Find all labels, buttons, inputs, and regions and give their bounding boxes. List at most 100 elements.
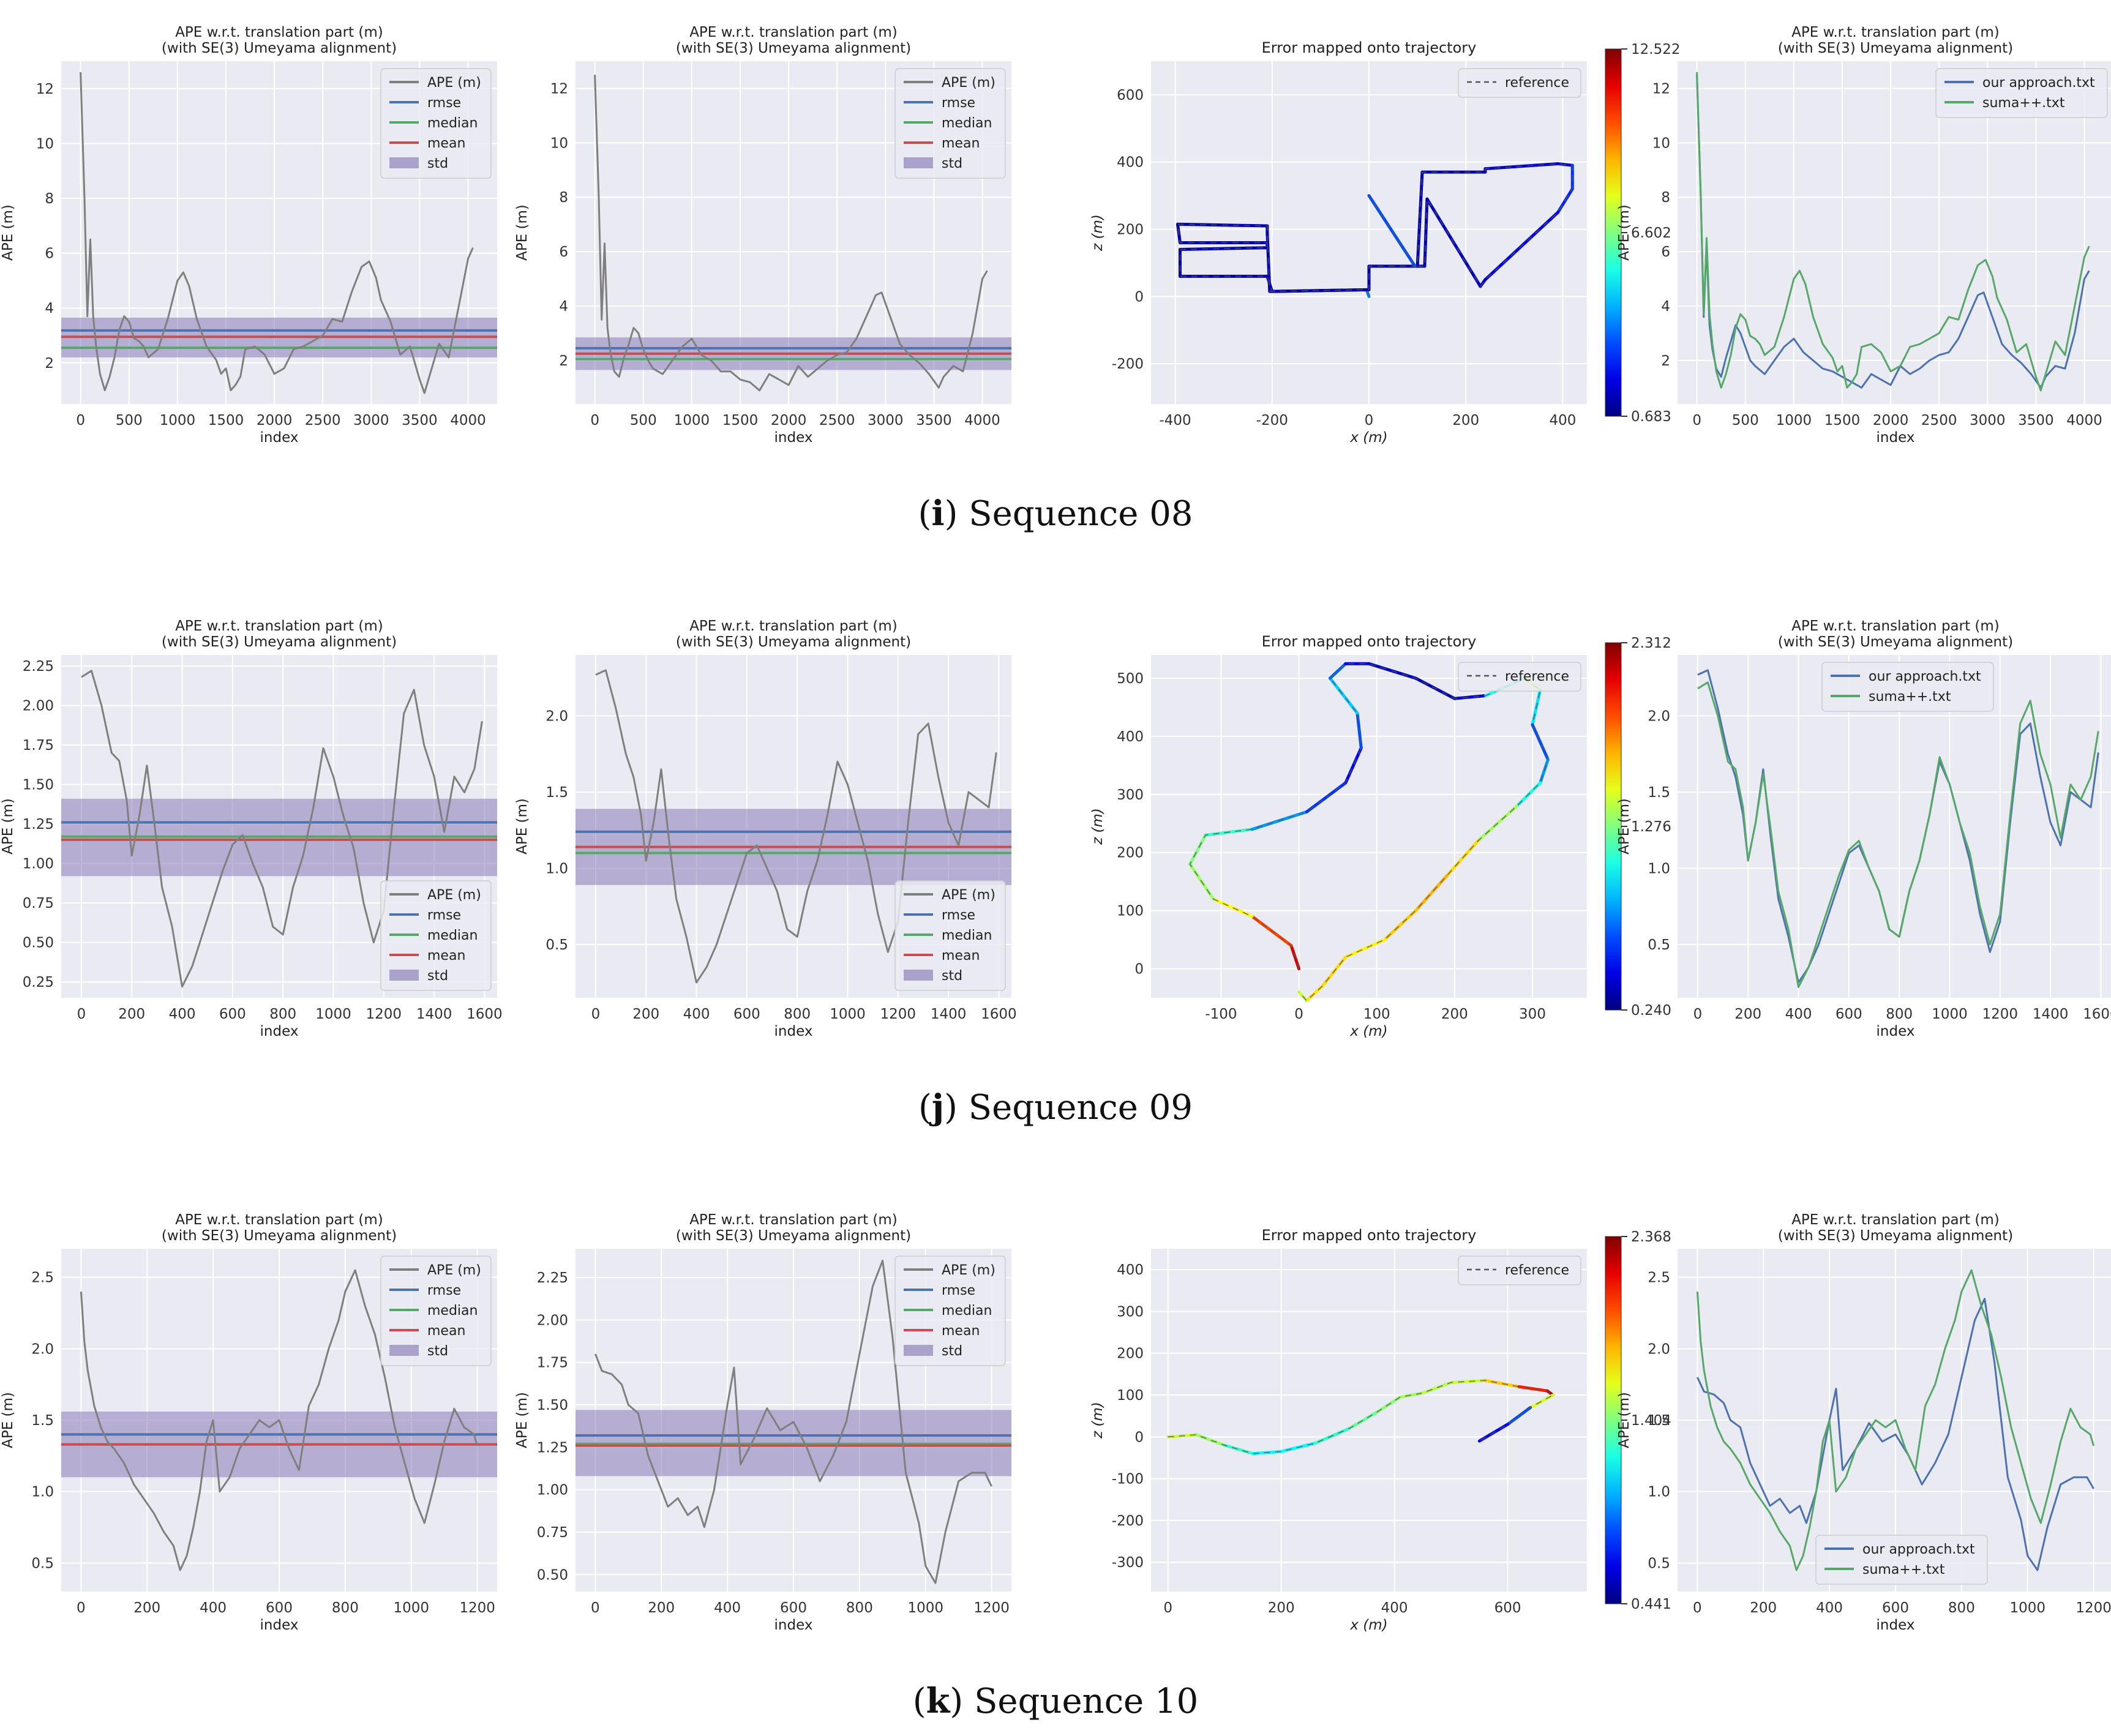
y-tick-label: 2.0 (1648, 1341, 1670, 1357)
legend-label: our approach.txt (1862, 1542, 1975, 1557)
chart-panel-5: APE w.r.t. translation part (m)(with SE(… (514, 618, 1017, 1039)
series-line-ape (594, 1259, 992, 1584)
legend-label: reference (1505, 1263, 1569, 1278)
x-tick-label: 1000 (160, 413, 196, 428)
y-tick-label: 500 (1117, 671, 1144, 687)
x-tick-label: 0 (77, 1006, 86, 1022)
y-tick-label: 1.75 (537, 1355, 568, 1371)
chart-title: APE w.r.t. translation part (m) (1791, 1212, 2000, 1228)
x-tick-label: 800 (1886, 1006, 1913, 1022)
caption-sequence-08: (i) Sequence 08 (918, 493, 1193, 534)
y-tick-label: 8 (1661, 190, 1670, 206)
chart-title: APE w.r.t. translation part (m) (175, 24, 383, 40)
y-axis-label: APE (m) (514, 204, 530, 261)
legend-swatch (904, 157, 933, 168)
chart-title: APE w.r.t. translation part (m) (175, 1212, 383, 1228)
trajectory-segment (1348, 1410, 1379, 1431)
chart-title: APE w.r.t. translation part (m) (175, 618, 383, 634)
y-tick-label: 0.50 (23, 935, 54, 951)
legend: our approach.txt suma++.txt (1821, 662, 1994, 712)
x-tick-label: 400 (714, 1600, 741, 1616)
y-tick-label: 6 (45, 246, 54, 262)
chart-title: Error mapped onto trajectory (1262, 39, 1477, 56)
colorbar-tick-label: 1.276 (1631, 819, 1671, 835)
y-axis-label: z (m) (1090, 214, 1106, 252)
x-tick-label: 2500 (819, 413, 855, 428)
legend-swatch (389, 1345, 419, 1356)
x-tick-label: 0 (590, 413, 599, 428)
x-tick-label: 0 (591, 1006, 601, 1022)
x-axis-label: index (774, 1617, 813, 1633)
x-tick-label: 0 (591, 1600, 600, 1616)
x-tick-label: 800 (332, 1600, 359, 1616)
chart-panel-2: Error mapped onto trajectory-400 -200 0 200… (1090, 39, 1680, 446)
series-line-suma (1697, 681, 2099, 989)
y-tick-label: 0 (1134, 962, 1144, 978)
legend-label: median (427, 116, 478, 131)
trajectory-segment (1423, 197, 1429, 268)
legend-label: median (942, 1303, 992, 1319)
x-axis-label: index (1877, 430, 1915, 446)
legend-label: our approach.txt (1982, 75, 2095, 91)
x-tick-label: 0 (77, 1600, 86, 1616)
legend: APE (m) rmse median mean std (894, 880, 1006, 991)
legend: APE (m) rmse median mean std (894, 1255, 1006, 1366)
x-tick-label: 1400 (2033, 1006, 2069, 1022)
series-line-ape (80, 72, 474, 394)
legend-box (1935, 68, 2108, 118)
y-tick-label: 8 (45, 191, 54, 207)
x-axis-label: index (260, 1023, 299, 1039)
x-tick-label: 1000 (907, 1600, 943, 1616)
y-tick-label: 1.0 (546, 861, 568, 877)
legend-label: std (942, 968, 962, 984)
x-tick-label: 1000 (1776, 413, 1812, 428)
x-tick-label: 600 (780, 1600, 807, 1616)
y-tick-label: 1.50 (23, 777, 54, 793)
series-line-ape (595, 669, 997, 984)
x-tick-label: 400 (169, 1006, 196, 1022)
x-tick-label: 4000 (964, 413, 1000, 428)
x-tick-label: 1000 (1932, 1006, 1968, 1022)
y-tick-label: 1.75 (23, 738, 54, 754)
chart-panel-8: APE w.r.t. translation part (m)(with SE(… (0, 1212, 497, 1633)
y-tick-label: -300 (1112, 1555, 1144, 1571)
legend-swatch (389, 157, 419, 168)
x-tick-label: 1600 (981, 1006, 1017, 1022)
legend-box (380, 880, 492, 991)
colorbar-tick-label: 1.404 (1631, 1413, 1671, 1429)
caption-text: Sequence 08 (969, 494, 1193, 534)
chart-subtitle: (with SE(3) Umeyama alignment) (676, 634, 911, 650)
chart-title: APE w.r.t. translation part (m) (689, 24, 898, 40)
y-tick-label: 400 (1117, 1262, 1144, 1278)
chart-panel-10: Error mapped onto trajectory 0 200 400 600 -3… (1090, 1227, 1671, 1633)
y-tick-label: 400 (1117, 729, 1144, 745)
x-tick-label: 1200 (2075, 1600, 2111, 1616)
legend-box (1821, 662, 1994, 712)
y-tick-label: -100 (1112, 1472, 1144, 1487)
caption-sequence-10: (k) Sequence 10 (912, 1681, 1199, 1721)
legend-label: std (942, 1344, 962, 1359)
chart-subtitle: (with SE(3) Umeyama alignment) (162, 634, 397, 650)
x-tick-label: 0 (1163, 1600, 1172, 1616)
y-tick-label: 2.25 (537, 1270, 568, 1286)
legend-label: suma++.txt (1982, 95, 2065, 111)
plot-area (1678, 61, 2111, 404)
x-tick-label: 3500 (916, 413, 952, 428)
x-tick-label: 2500 (1921, 413, 1957, 428)
legend-label: APE (m) (427, 888, 481, 903)
series-line-suma (1696, 72, 2090, 392)
legend-label: median (942, 928, 992, 943)
y-tick-label: 2 (559, 353, 568, 369)
legend-box (1458, 68, 1581, 98)
colorbar-tick-label: 2.312 (1631, 635, 1671, 651)
x-tick-label: 0 (76, 413, 85, 428)
x-tick-label: 200 (1734, 1006, 1761, 1022)
colorbar-tick-label: 0.441 (1631, 1596, 1671, 1612)
legend-label: rmse (942, 95, 975, 111)
reference-path (1177, 163, 1573, 297)
x-tick-label: 1000 (674, 413, 710, 428)
plot-area (1151, 1249, 1587, 1592)
x-tick-label: 500 (1732, 413, 1759, 428)
colorbar-tick-label: 0.240 (1631, 1003, 1671, 1019)
legend-label: APE (m) (942, 75, 996, 91)
